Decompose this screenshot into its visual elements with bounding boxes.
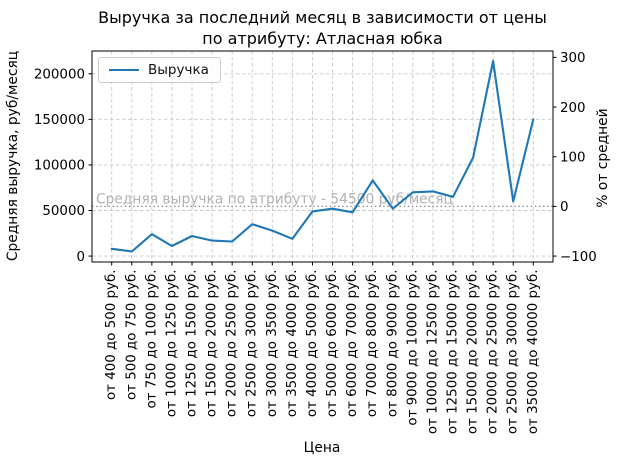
right-axis-title: % от средней: [595, 108, 611, 207]
x-axis-title: Цена: [304, 440, 341, 456]
x-tick-label: от 500 до 750 руб.: [123, 270, 139, 401]
x-tick-label: от 25000 до 30000 руб.: [505, 270, 521, 435]
x-tick-label: от 4000 до 5000 руб.: [304, 270, 320, 418]
mean-annotation-label: Средняя выручка по атрибуту - 54500 руб/…: [96, 192, 453, 208]
x-tick-label: от 1500 до 2000 руб.: [204, 270, 220, 418]
y-right-tick-label: −100: [560, 250, 597, 265]
tick-labels-group: от 400 до 500 руб. от 500 до 750 руб. от 7…: [34, 51, 597, 434]
y-right-tick-label: 300: [560, 51, 586, 66]
x-tick-label: от 1250 до 1500 руб.: [184, 270, 200, 418]
tick-marks-group: [88, 56, 557, 266]
x-tick-label: от 400 до 500 руб.: [103, 270, 119, 401]
chart-title-line1: Выручка за последний месяц в зависимости…: [98, 8, 547, 27]
x-tick-label: от 9000 до 10000 руб.: [404, 270, 420, 426]
y-left-tick-label: 150000: [34, 113, 85, 128]
x-tick-label: от 2000 до 2500 руб.: [224, 270, 240, 418]
chart-title-line2: по атрибуту: Атласная юбка: [202, 29, 443, 48]
x-tick-label: от 12500 до 15000 руб.: [444, 270, 460, 435]
revenue-line: [110, 59, 535, 253]
x-tick-label: от 15000 до 20000 руб.: [465, 269, 481, 434]
y-right-tick-label: 100: [560, 150, 586, 165]
x-tick-label: от 8000 до 9000 руб.: [384, 270, 400, 418]
x-tick-label: от 10000 до 12500 руб.: [424, 270, 440, 435]
x-tick-label: от 6000 до 7000 руб.: [344, 270, 360, 418]
x-tick-label: от 5000 до 6000 руб.: [324, 270, 340, 418]
x-tick-label: от 750 до 1000 руб.: [143, 270, 159, 409]
x-tick-label: от 3500 до 4000 руб.: [284, 270, 300, 418]
revenue-line-group: [110, 59, 535, 253]
x-tick-label: от 2500 до 3000 руб.: [244, 270, 260, 418]
legend: Выручка: [98, 57, 221, 83]
y-left-tick-label: 50000: [42, 204, 85, 219]
x-tick-label: от 7000 до 8000 руб.: [364, 270, 380, 418]
left-axis-title: Средняя выручка, руб/месяц: [5, 51, 21, 261]
chart-title: Выручка за последний месяц в зависимости…: [92, 7, 553, 49]
y-right-tick-label: 0: [560, 200, 569, 215]
x-tick-label: от 3000 до 3500 руб.: [264, 270, 280, 418]
x-tick-label: от 20000 до 25000 руб.: [485, 269, 501, 434]
y-right-tick-label: 200: [560, 101, 586, 116]
x-tick-label: от 1000 до 1250 руб.: [163, 270, 179, 418]
y-left-tick-label: 100000: [34, 159, 85, 174]
legend-line-sample: [109, 69, 139, 71]
x-tick-label: от 35000 до 40000 руб.: [525, 270, 541, 435]
y-left-tick-label: 0: [76, 250, 85, 265]
y-left-tick-label: 200000: [34, 67, 85, 82]
gridlines-group: [92, 51, 553, 262]
legend-series-label: Выручка: [148, 62, 209, 78]
